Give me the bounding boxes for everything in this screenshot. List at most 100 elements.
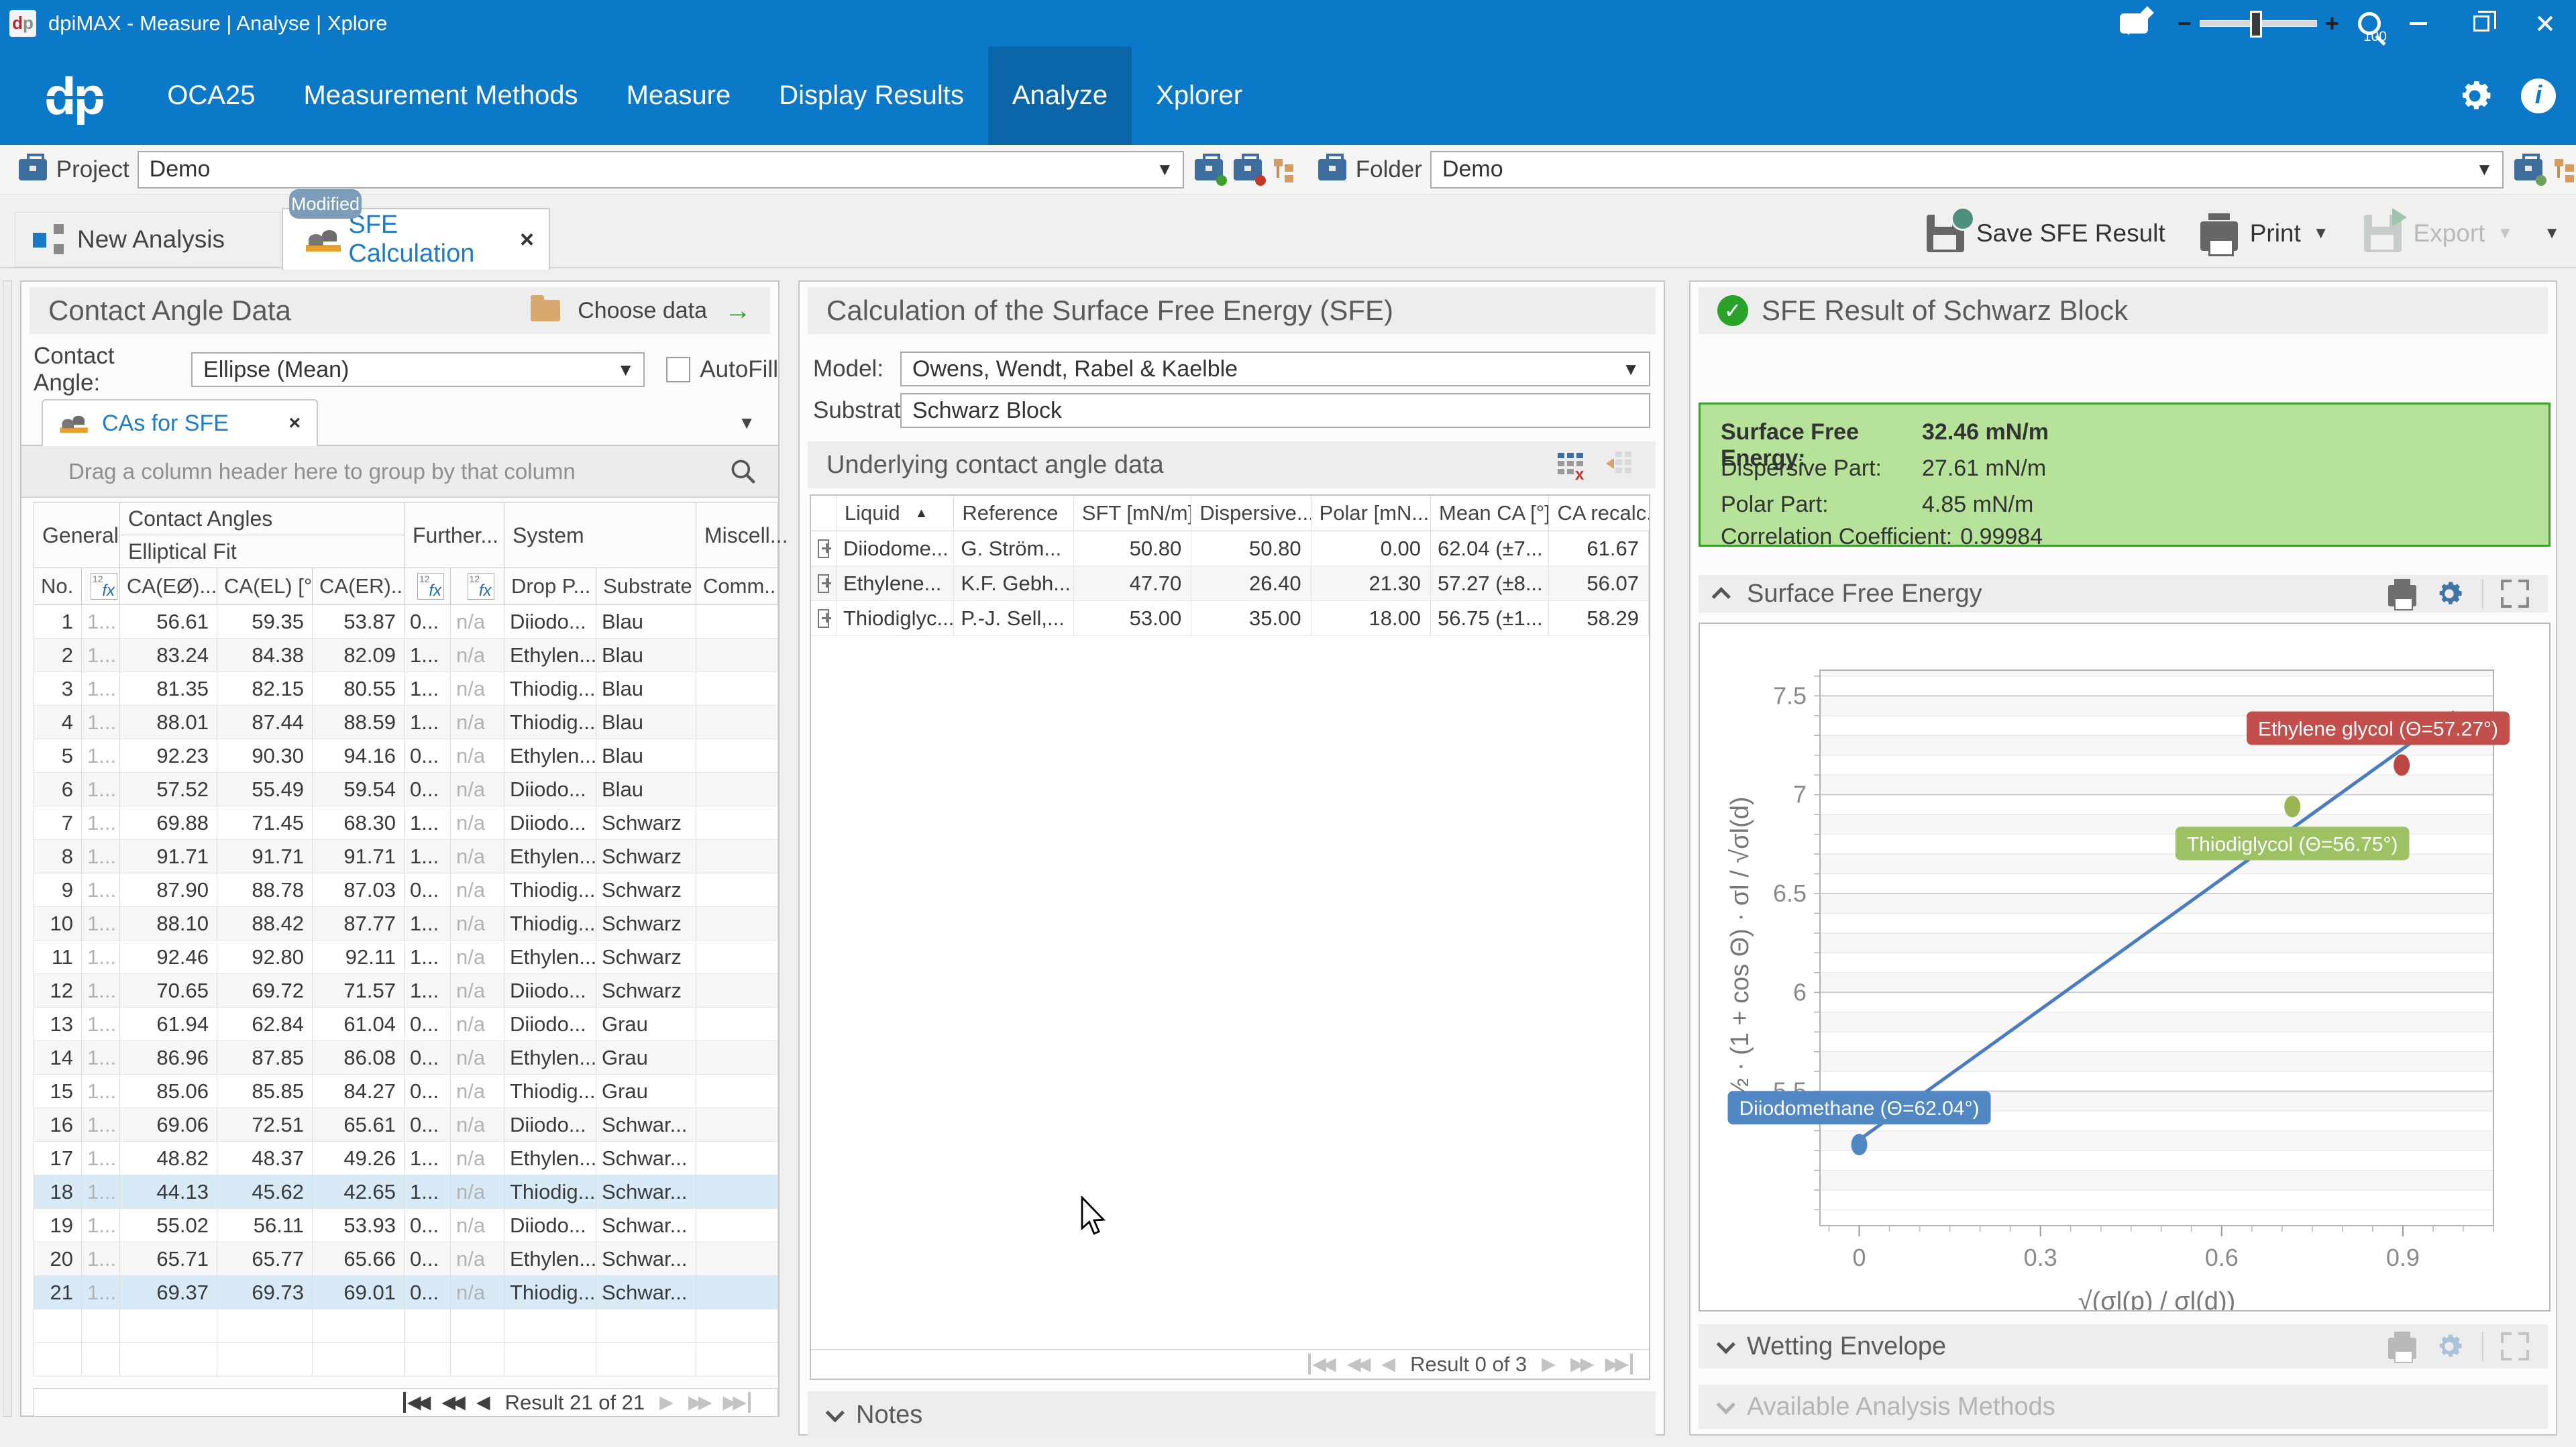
cell[interactable]: 12 (34, 974, 82, 1008)
cell[interactable]: n/a (451, 1242, 504, 1276)
column-header-further-fx[interactable]: fx (405, 568, 451, 605)
close-button[interactable] (2513, 0, 2576, 46)
cell[interactable]: 20 (34, 1242, 82, 1276)
notes-section-header[interactable]: Notes (808, 1391, 1656, 1438)
contact-angle-select[interactable]: Ellipse (Mean)▼ (191, 352, 645, 387)
cell[interactable]: 50.80 (1191, 531, 1311, 566)
cell[interactable]: Thiodig... (504, 907, 596, 941)
cell[interactable] (696, 672, 778, 706)
cell[interactable]: 5 (34, 739, 82, 773)
cell[interactable] (696, 1041, 778, 1075)
cell[interactable]: Diiodo... (504, 806, 596, 840)
cell[interactable] (696, 639, 778, 672)
project-select[interactable]: Demo▼ (138, 151, 1185, 189)
cell[interactable]: 91.71 (217, 840, 313, 873)
cell[interactable]: Grau (596, 1075, 696, 1108)
cell[interactable]: 0... (405, 1041, 451, 1075)
cell[interactable] (696, 1008, 778, 1041)
add-project-icon[interactable] (1195, 159, 1223, 180)
cell[interactable]: 0... (405, 873, 451, 907)
nav-item-xplorer[interactable]: Xplorer (1132, 46, 1267, 145)
remove-project-icon[interactable] (1234, 159, 1262, 180)
cell[interactable]: 50.80 (1074, 531, 1191, 566)
column-header-comment[interactable]: Comm... (696, 568, 778, 605)
cell[interactable]: n/a (451, 840, 504, 873)
cell[interactable]: 85.85 (217, 1075, 313, 1108)
print-chart-icon[interactable] (2388, 585, 2416, 606)
cell[interactable]: 56.07 (1549, 566, 1649, 601)
settings-gear-icon[interactable] (2455, 76, 2494, 115)
minimize-button[interactable] (2387, 0, 2450, 46)
cell[interactable]: 92.46 (120, 941, 217, 974)
cell[interactable]: 58.29 (1549, 601, 1649, 636)
cell[interactable]: 0... (405, 605, 451, 639)
column-header-reference[interactable]: Reference (954, 496, 1073, 531)
cell[interactable]: 21 (34, 1276, 82, 1309)
cell[interactable]: 69.37 (120, 1276, 217, 1309)
next-page-icon[interactable]: ▶ (1542, 1354, 1556, 1375)
cell[interactable]: 6 (34, 773, 82, 806)
more-actions-icon[interactable]: ▼ (2544, 224, 2560, 243)
cell[interactable]: 26.40 (1191, 566, 1311, 601)
substrate-input[interactable]: Schwarz Block (900, 393, 1650, 428)
cell[interactable]: 18 (34, 1175, 82, 1209)
cell[interactable]: Blau (596, 672, 696, 706)
cell[interactable]: 65.71 (120, 1242, 217, 1276)
cell[interactable]: 57.27 (±8... (1431, 566, 1549, 601)
cell[interactable]: Ethylen... (504, 941, 596, 974)
cell[interactable]: 62.04 (±7... (1431, 531, 1549, 566)
cell[interactable]: 55.49 (217, 773, 313, 806)
table-row[interactable]: 141...86.9687.8586.080...n/aEthylen...Gr… (34, 1041, 778, 1075)
cell[interactable]: Blau (596, 605, 696, 639)
cell[interactable]: 68.30 (313, 806, 405, 840)
cell[interactable]: n/a (451, 672, 504, 706)
cell[interactable]: 84.27 (313, 1075, 405, 1108)
table-row[interactable]: 201...65.7165.7765.660...n/aEthylen...Sc… (34, 1242, 778, 1276)
cell[interactable]: Ethylen... (504, 639, 596, 672)
cell[interactable]: Blau (596, 639, 696, 672)
cell[interactable]: n/a (451, 1276, 504, 1309)
expand-row-icon[interactable] (818, 609, 829, 628)
cell[interactable]: Diiodo... (504, 1008, 596, 1041)
expand-row-icon[interactable] (818, 574, 829, 593)
cell[interactable]: 87.44 (217, 706, 313, 739)
cell[interactable]: Diiodo... (504, 605, 596, 639)
cell[interactable]: Ethylen... (504, 840, 596, 873)
restore-table-icon[interactable] (1605, 449, 1637, 481)
cell[interactable]: n/a (451, 907, 504, 941)
cell[interactable]: 18.00 (1311, 601, 1431, 636)
save-sfe-result-button[interactable]: Save SFE Result (1927, 215, 2165, 252)
cell[interactable]: 19 (34, 1209, 82, 1242)
cell[interactable]: 16 (34, 1108, 82, 1142)
nav-item-analyze[interactable]: Analyze (988, 46, 1132, 145)
cell[interactable]: 1... (82, 873, 120, 907)
cell[interactable]: n/a (451, 773, 504, 806)
cell[interactable]: 15 (34, 1075, 82, 1108)
cell[interactable] (696, 773, 778, 806)
cell[interactable]: 9 (34, 873, 82, 907)
cell[interactable]: 88.01 (120, 706, 217, 739)
table-row[interactable]: 91...87.9088.7887.030...n/aThiodig...Sch… (34, 873, 778, 907)
cell[interactable]: n/a (451, 974, 504, 1008)
cell[interactable]: 1... (82, 1242, 120, 1276)
column-header-liquid[interactable]: Liquid▲ (837, 496, 954, 531)
table-row[interactable]: 11...56.6159.3553.870...n/aDiiodo...Blau (34, 605, 778, 639)
cell[interactable]: 1... (82, 739, 120, 773)
cell[interactable]: Ethylen... (504, 739, 596, 773)
table-row[interactable]: Thiodiglyc...P.-J. Sell,...53.0035.0018.… (811, 601, 1649, 636)
table-row[interactable]: 161...69.0672.5165.610...n/aDiiodo...Sch… (34, 1108, 778, 1142)
cell[interactable]: 56.61 (120, 605, 217, 639)
cell[interactable]: 45.62 (217, 1175, 313, 1209)
cell[interactable]: 53.93 (313, 1209, 405, 1242)
expand-row-icon[interactable] (818, 539, 829, 558)
cell[interactable]: 1... (405, 806, 451, 840)
column-header-substrate[interactable]: Substrate (596, 568, 696, 605)
cell[interactable]: Ethylen... (504, 1142, 596, 1175)
cell[interactable]: 1... (82, 1175, 120, 1209)
cell[interactable]: 0... (405, 1008, 451, 1041)
cell[interactable]: 72.51 (217, 1108, 313, 1142)
cell[interactable]: n/a (451, 605, 504, 639)
cell[interactable]: 61.67 (1549, 531, 1649, 566)
cell[interactable]: Schwarz (596, 941, 696, 974)
autofill-checkbox[interactable] (666, 357, 690, 382)
